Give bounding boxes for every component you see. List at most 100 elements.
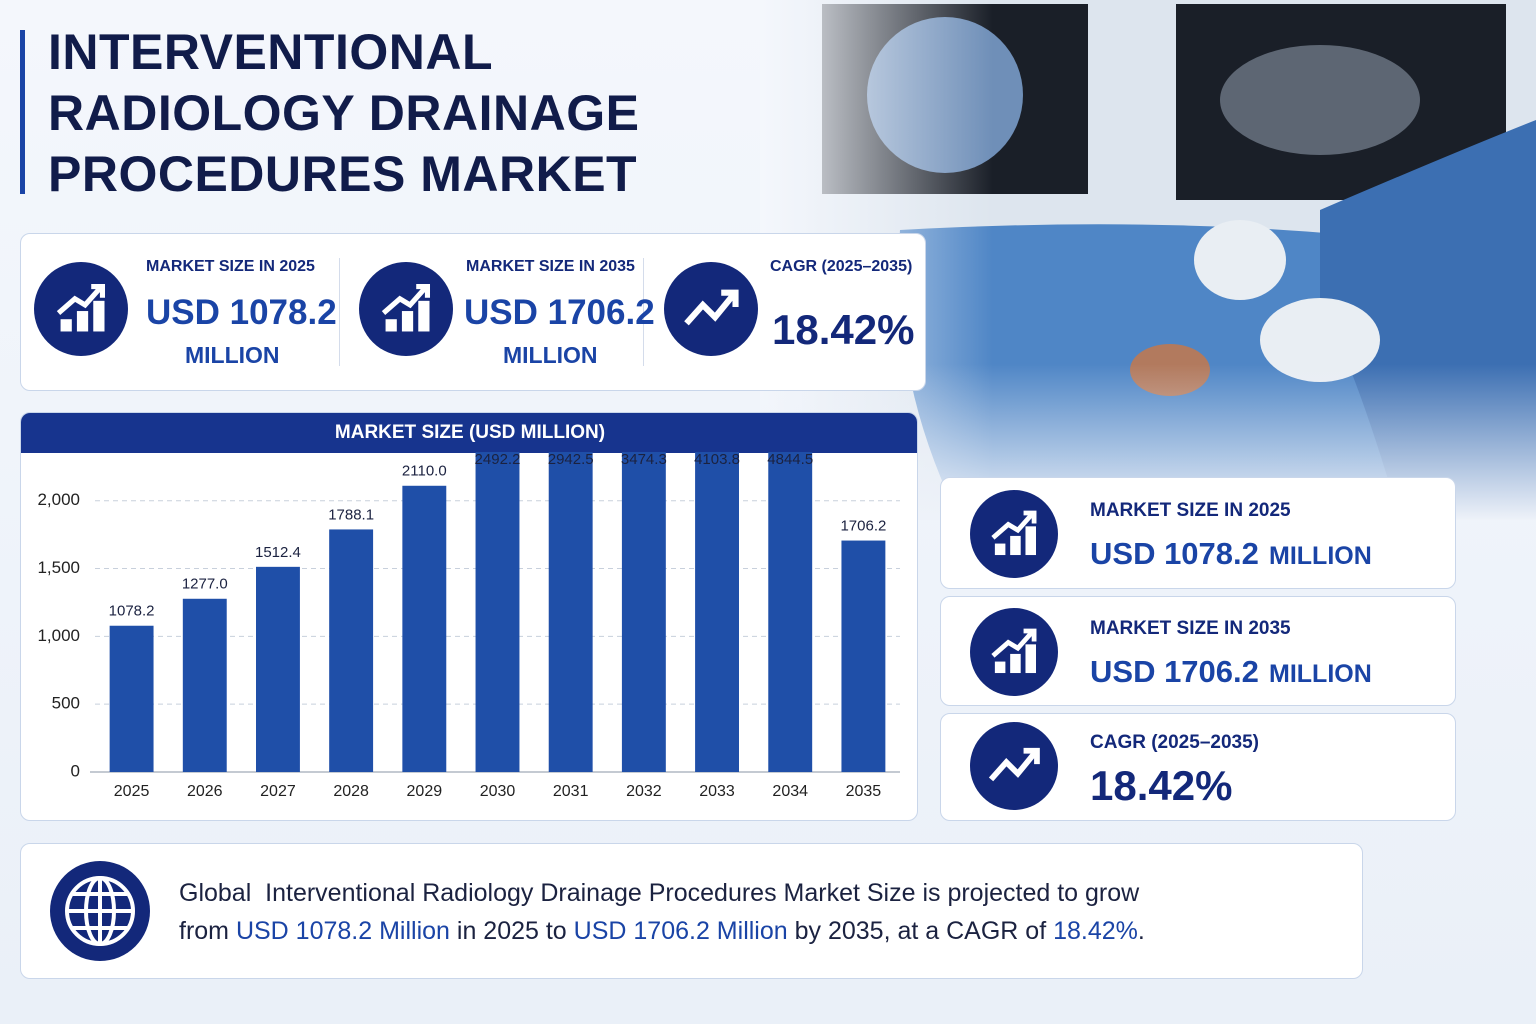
value-label: 3474.3 bbox=[621, 452, 667, 468]
icon-bar bbox=[418, 300, 430, 332]
value-label: 4844.5 bbox=[767, 452, 813, 468]
stat-value: 18.42% bbox=[772, 306, 915, 353]
y-tick-label: 2,000 bbox=[37, 490, 80, 509]
stat-icon bbox=[970, 722, 1058, 810]
globe-icon bbox=[50, 861, 150, 961]
stat-icon bbox=[359, 262, 453, 356]
x-tick-label: 2034 bbox=[772, 783, 808, 800]
stat-label: MARKET SIZE IN 2025 bbox=[146, 258, 315, 275]
stat-icon bbox=[664, 262, 758, 356]
stat-label: MARKET SIZE IN 2035 bbox=[1090, 618, 1291, 639]
stat-value: USD 1706.2 bbox=[1090, 654, 1259, 689]
stat-icon bbox=[970, 490, 1058, 578]
stat-value: USD 1078.2 bbox=[146, 293, 337, 332]
x-tick-label: 2026 bbox=[187, 783, 223, 800]
bar bbox=[182, 598, 227, 772]
bar bbox=[548, 452, 593, 772]
stat-unit: MILLION bbox=[1269, 660, 1372, 688]
icon-bg bbox=[970, 608, 1058, 696]
bar bbox=[621, 452, 666, 772]
summary-part: 18.42% bbox=[1053, 917, 1138, 945]
bar bbox=[402, 485, 447, 772]
y-tick-label: 0 bbox=[71, 761, 80, 780]
x-tick-label: 2032 bbox=[626, 783, 662, 800]
stat-label: CAGR (2025–2035) bbox=[770, 258, 913, 275]
icon-bg bbox=[34, 262, 128, 356]
bar bbox=[109, 625, 154, 772]
summary-part: USD 1706.2 Million bbox=[573, 917, 788, 945]
icon-bar bbox=[76, 311, 89, 332]
chart: 0 500 1,000 1,500 2,000 2025 1078.2 2026 1277.0 2… bbox=[37, 452, 900, 800]
stat-value: USD 1706.2 bbox=[464, 293, 655, 332]
value-label: 1277.0 bbox=[182, 576, 228, 593]
summary-part: USD 1078.2 Million bbox=[235, 917, 450, 945]
stat-value: 18.42% bbox=[1090, 762, 1233, 809]
summary-part: . bbox=[1137, 917, 1145, 945]
title-line: RADIOLOGY DRAINAGE bbox=[48, 85, 640, 141]
divider bbox=[339, 258, 340, 366]
icon-bar bbox=[401, 311, 414, 332]
stat-label: MARKET SIZE IN 2035 bbox=[466, 258, 635, 275]
icon-bg bbox=[359, 262, 453, 356]
y-tick-label: 500 bbox=[52, 694, 80, 713]
y-tick-label: 1,500 bbox=[37, 558, 80, 577]
summary-text: Global Interventional Radiology Drainage… bbox=[179, 874, 1179, 950]
icon-bar bbox=[385, 319, 397, 332]
icon-bar bbox=[60, 319, 72, 332]
icon-bar bbox=[994, 661, 1006, 674]
icon-arrow bbox=[684, 289, 739, 326]
x-tick-label: 2029 bbox=[407, 783, 443, 800]
value-label: 1788.1 bbox=[328, 506, 374, 523]
top-stats bbox=[20, 233, 926, 391]
icon-bar bbox=[1025, 644, 1036, 674]
value-label: 2492.2 bbox=[475, 452, 521, 468]
stat-icon bbox=[34, 262, 128, 356]
icon-arrow bbox=[381, 283, 431, 316]
title: INTERVENTIONAL RADIOLOGY DRAINAGE PROCED… bbox=[48, 22, 639, 205]
x-tick-label: 2030 bbox=[480, 783, 516, 800]
title-accent bbox=[20, 30, 25, 194]
x-tick-label: 2031 bbox=[553, 783, 589, 800]
icon-bar bbox=[1010, 653, 1021, 674]
summary-part: by 2035, at a CAGR of bbox=[787, 917, 1054, 945]
summary-card: Global Interventional Radiology Drainage… bbox=[20, 843, 1363, 979]
bar bbox=[256, 566, 300, 772]
stat-label: CAGR (2025–2035) bbox=[1090, 732, 1259, 753]
value-label: 2110.0 bbox=[402, 463, 447, 480]
stat-value: USD 1078.2 bbox=[1090, 536, 1259, 571]
icon-arrow bbox=[56, 283, 106, 316]
title-line: PROCEDURES MARKET bbox=[48, 146, 638, 202]
x-tick-label: 2027 bbox=[260, 783, 296, 800]
icon-bar bbox=[994, 543, 1006, 556]
stat-unit: MILLION bbox=[503, 342, 598, 368]
icon-bg bbox=[970, 490, 1058, 578]
icon-bar bbox=[1025, 526, 1036, 556]
value-label: 1512.4 bbox=[255, 544, 301, 561]
value-label: 1078.2 bbox=[109, 603, 155, 620]
icon-arrow bbox=[988, 747, 1040, 782]
summary-part: Global Interventional Radiology Drainage… bbox=[179, 879, 1147, 945]
summary-part: in 2025 to bbox=[449, 917, 574, 945]
stat-label: MARKET SIZE IN 2025 bbox=[1090, 500, 1291, 521]
y-tick-label: 1,000 bbox=[37, 626, 80, 645]
stat-unit: MILLION bbox=[185, 342, 280, 368]
title-line: INTERVENTIONAL bbox=[48, 24, 493, 80]
bar bbox=[768, 452, 813, 773]
bar bbox=[695, 452, 739, 772]
stat-icon bbox=[970, 608, 1058, 696]
x-tick-label: 2028 bbox=[333, 783, 369, 800]
value-label: 2942.5 bbox=[548, 452, 594, 468]
icon-arrow bbox=[991, 510, 1037, 540]
bar bbox=[841, 540, 886, 772]
divider bbox=[643, 258, 644, 366]
stat-unit: MILLION bbox=[1269, 542, 1372, 570]
icon-bar bbox=[1010, 535, 1021, 556]
x-tick-label: 2035 bbox=[846, 783, 882, 800]
value-label: 1706.2 bbox=[840, 518, 886, 535]
bar bbox=[329, 529, 374, 772]
icon-arrow bbox=[991, 628, 1037, 658]
bar bbox=[475, 452, 520, 772]
x-tick-label: 2025 bbox=[114, 783, 150, 800]
x-tick-label: 2033 bbox=[699, 783, 735, 800]
